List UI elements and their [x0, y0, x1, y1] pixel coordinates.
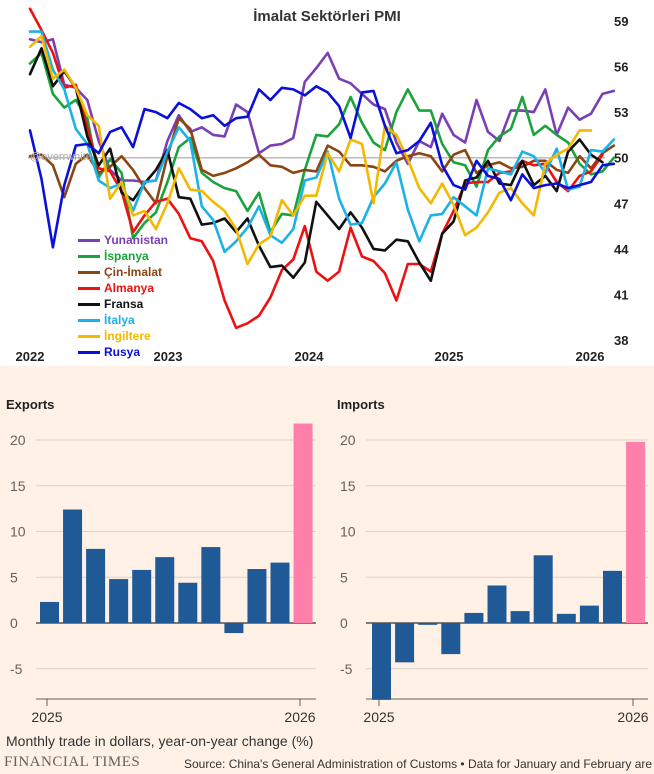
bar: [40, 601, 59, 623]
legend-item: İspanya: [78, 248, 168, 264]
y-tick-label: 47: [614, 196, 628, 211]
y-tick-label: 41: [614, 287, 628, 302]
legend-item: Fransa: [78, 296, 168, 312]
y-tick-label: 15: [340, 478, 356, 494]
legend-item: Almanya: [78, 280, 168, 296]
pmi-title: İmalat Sektörleri PMI: [253, 8, 401, 25]
bar: [372, 623, 391, 700]
bar: [556, 613, 576, 623]
y-tick-label: 59: [614, 14, 628, 29]
pmi-chart-panel: 59 56 53 50 47 44 41 38 2022 2023 2024 2025 2026 İma…: [0, 0, 654, 366]
series-line: [28, 7, 604, 330]
bar: [579, 605, 599, 623]
x-tick-label: 2026: [617, 709, 648, 725]
y-tick-label: 38: [614, 333, 628, 348]
bar: [487, 585, 507, 623]
legend-swatch: [78, 350, 100, 354]
y-tick-label: 5: [340, 569, 348, 585]
legend-swatch: [78, 238, 100, 242]
highlighted-bar: [293, 423, 313, 623]
bar: [247, 569, 267, 623]
legend-swatch: [78, 286, 100, 290]
bar: [270, 562, 290, 623]
trade-bar-charts: 20 15 10 5 0 -5 2025 2026 20 15 10 5 0 -5 2025 2026: [10, 423, 649, 725]
legend-label: Rusya: [104, 345, 141, 359]
bar: [441, 623, 461, 655]
y-tick-label: 15: [10, 478, 26, 494]
bar: [178, 582, 198, 623]
legend-item: Çin-İmalat: [78, 264, 168, 280]
x-tick-label: 2023: [154, 349, 183, 364]
bar: [155, 557, 175, 623]
bar: [418, 623, 438, 625]
bar: [395, 623, 415, 663]
legend-label: Fransa: [104, 297, 144, 311]
series-line: [28, 34, 593, 266]
y-tick-label: 56: [614, 60, 628, 75]
legend-item: İngiltere: [78, 328, 168, 344]
legend-label: İspanya: [104, 249, 149, 263]
series-line: [28, 85, 616, 249]
legend-swatch: [78, 270, 100, 274]
legend-label: İngiltere: [104, 329, 151, 343]
x-tick-label: 2024: [295, 349, 325, 364]
y-tick-label: 5: [10, 569, 18, 585]
legend-swatch: [78, 318, 100, 322]
bar: [533, 555, 553, 623]
series-line: [28, 51, 616, 240]
legend-label: İtalya: [104, 313, 135, 327]
bar: [603, 570, 622, 623]
y-tick-label: 0: [10, 615, 18, 631]
bar: [224, 623, 244, 634]
pmi-legend: Yunanistan İspanya Çin-İmalat Almanya Fr…: [78, 232, 168, 360]
legend-swatch: [78, 254, 100, 258]
legend-label: Almanya: [104, 281, 155, 295]
y-tick-label: 20: [340, 432, 356, 448]
y-tick-label: -5: [10, 661, 23, 677]
legend-swatch: [78, 334, 100, 338]
x-tick-label: 2025: [435, 349, 464, 364]
highlighted-bar: [626, 441, 646, 623]
watermark: @everrwhite: [30, 151, 92, 163]
x-tick-label: 2025: [31, 709, 62, 725]
bar: [510, 611, 530, 623]
x-tick-label: 2026: [284, 709, 315, 725]
y-tick-label: 53: [614, 105, 628, 120]
trade-chart-panel: 20 15 10 5 0 -5 2025 2026 20 15 10 5 0 -5 2025 2026 Exp…: [0, 366, 654, 774]
y-tick-label: 20: [10, 432, 26, 448]
exports-title: Exports: [6, 397, 55, 412]
series-line: [28, 116, 616, 205]
legend-label: Çin-İmalat: [104, 265, 163, 279]
y-tick-label: 10: [340, 524, 356, 540]
bar: [109, 579, 129, 623]
series-line: [28, 30, 616, 254]
legend-swatch: [78, 302, 100, 306]
y-tick-label: -5: [340, 661, 353, 677]
bar: [86, 548, 106, 623]
legend-label: Yunanistan: [104, 233, 169, 247]
bar: [201, 547, 221, 623]
pmi-chart: 59 56 53 50 47 44 41 38 2022 2023 2024 2025 2026: [16, 7, 629, 364]
x-tick-label: 2026: [576, 349, 605, 364]
y-tick-label: 10: [10, 524, 26, 540]
x-tick-label: 2022: [16, 349, 45, 364]
x-tick-label: 2025: [363, 709, 394, 725]
y-tick-label: 50: [614, 151, 628, 166]
bar: [132, 569, 152, 623]
legend-item: Rusya: [78, 344, 168, 360]
ft-logo: FINANCIAL TIMES: [4, 754, 141, 770]
y-tick-label: 44: [614, 242, 629, 257]
bar: [63, 509, 83, 623]
legend-item: Yunanistan: [78, 232, 168, 248]
bar: [464, 612, 484, 623]
legend-item: İtalya: [78, 312, 168, 328]
imports-title: Imports: [337, 397, 385, 412]
source-note: Source: China's General Administration o…: [184, 757, 654, 771]
y-tick-label: 0: [340, 615, 348, 631]
footnote: Monthly trade in dollars, year-on-year c…: [6, 733, 314, 749]
